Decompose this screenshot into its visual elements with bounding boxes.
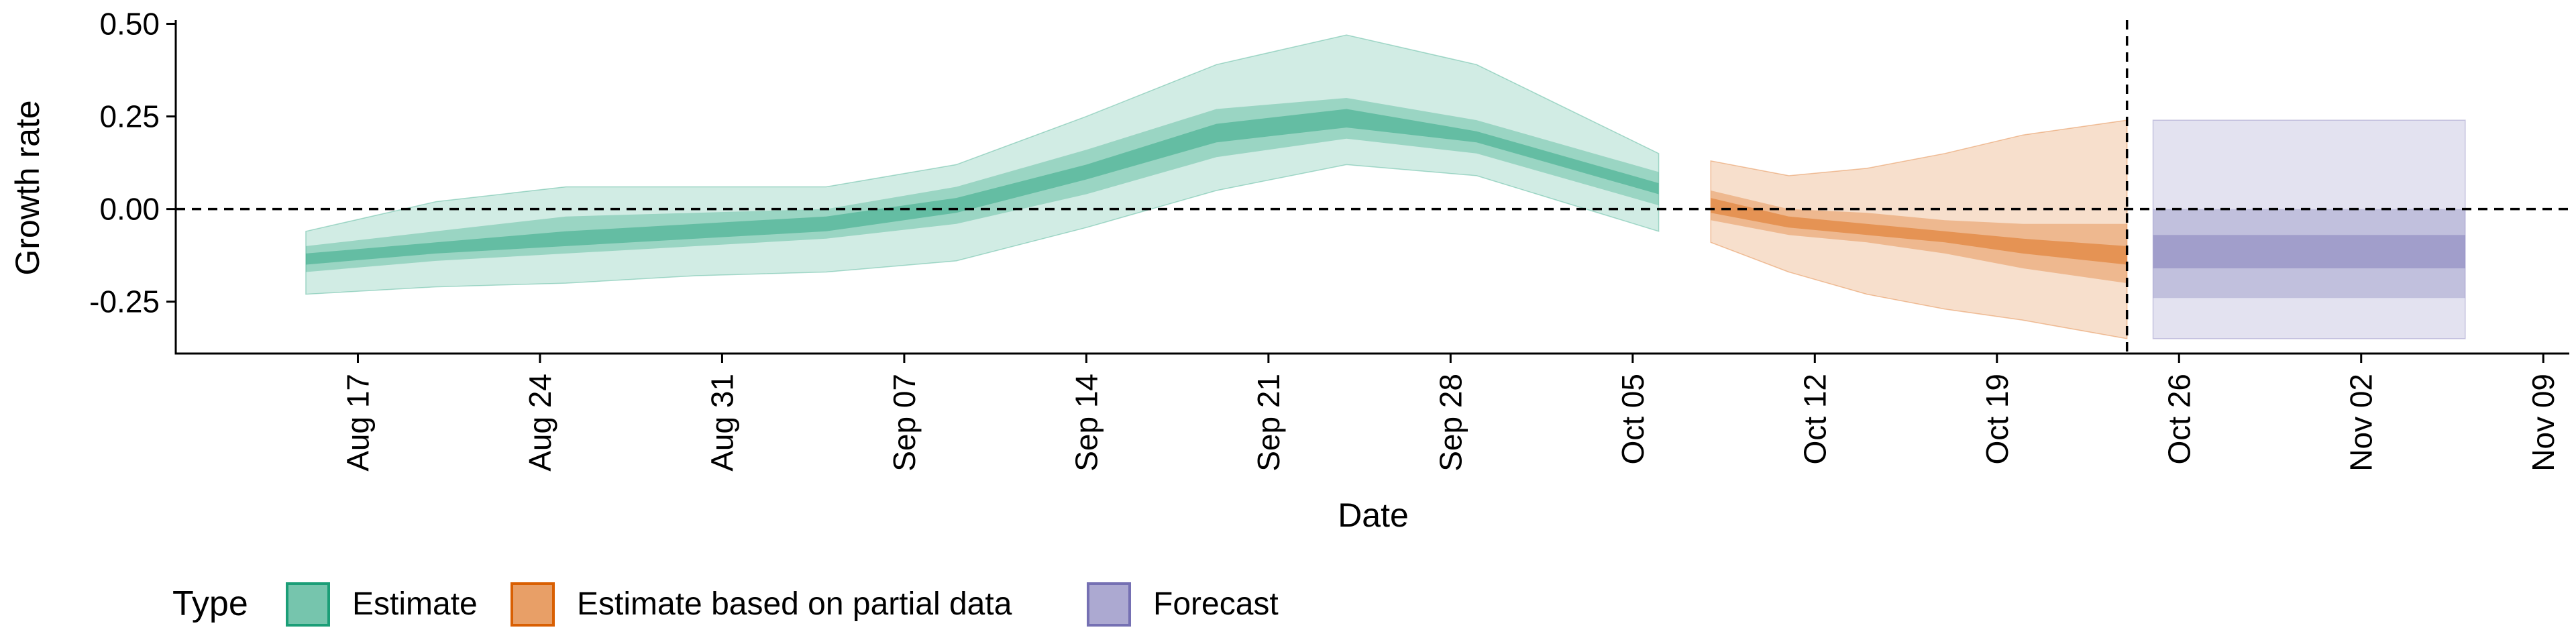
x-tick-label: Oct 12 xyxy=(1797,374,1832,465)
y-tick-label: -0.25 xyxy=(89,284,160,319)
legend-label-1: Estimate xyxy=(352,586,478,622)
x-tick-label: Nov 09 xyxy=(2526,374,2561,472)
y-tick-label: 0.00 xyxy=(99,192,160,227)
x-tick-label: Sep 07 xyxy=(887,374,922,472)
legend-label-3: Forecast xyxy=(1153,586,1279,622)
ribbon-layer xyxy=(306,35,2465,339)
band-forecast-20 xyxy=(2153,235,2465,268)
legend-title: Type xyxy=(172,584,248,623)
x-tick-label: Aug 17 xyxy=(340,374,375,472)
x-tick-label: Sep 14 xyxy=(1069,374,1104,472)
x-tick-label: Aug 31 xyxy=(704,374,739,472)
legend-key-2 xyxy=(512,584,553,625)
x-axis-title: Date xyxy=(1338,496,1409,534)
y-tick-label: 0.25 xyxy=(99,99,160,134)
x-tick-label: Nov 02 xyxy=(2344,374,2379,472)
legend-label-2: Estimate based on partial data xyxy=(577,586,1012,622)
legend-key-3 xyxy=(1088,584,1130,625)
x-tick-label: Sep 21 xyxy=(1251,374,1286,472)
y-tick-label: 0.50 xyxy=(99,7,160,42)
x-tick-label: Aug 24 xyxy=(523,374,557,472)
x-tick-label: Oct 19 xyxy=(1980,374,2015,465)
x-tick-label: Oct 05 xyxy=(1615,374,1650,465)
x-tick-label: Sep 28 xyxy=(1433,374,1468,472)
legend: Type Estimate Estimate based on partial d… xyxy=(172,584,1279,625)
legend-key-1 xyxy=(287,584,329,625)
x-tick-label: Oct 26 xyxy=(2161,374,2196,465)
y-axis-title: Growth rate xyxy=(9,100,46,275)
